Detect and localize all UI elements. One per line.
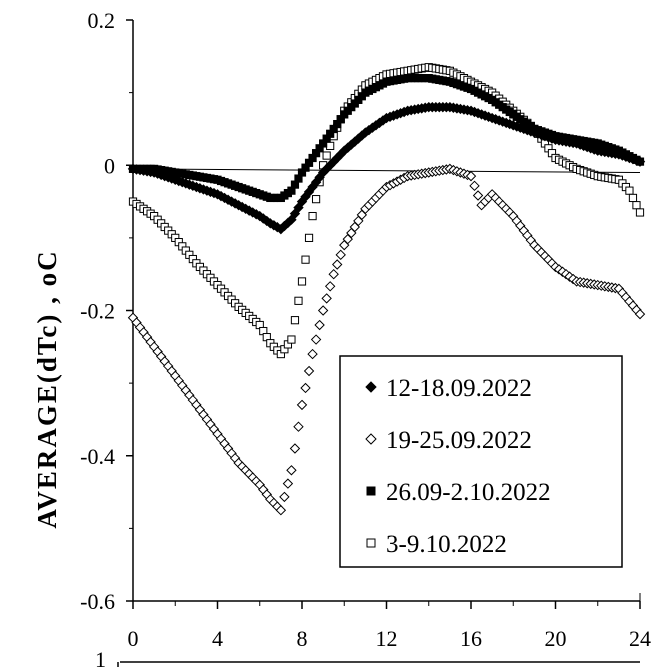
x-tick-label: 12: [376, 626, 398, 651]
data-point: [332, 259, 343, 270]
x-tick-label: 8: [297, 626, 308, 651]
data-point: [275, 505, 287, 516]
data-point: [287, 335, 296, 344]
data-point: [297, 277, 307, 286]
data-point: [328, 268, 339, 280]
lower-chart-fragment: 1: [95, 647, 640, 667]
data-point: [307, 348, 318, 360]
legend-marker: [366, 486, 376, 496]
data-point: [301, 255, 310, 264]
y-tick-label: -0.6: [80, 589, 115, 614]
legend-label: 26.09-2.10.2022: [386, 479, 551, 506]
series-1: [127, 163, 646, 516]
axis-ticks: 0.2 0 -0.2 -0.4 -0.6 0 4 8 12 16 20 24: [80, 8, 651, 651]
series-2: [128, 74, 645, 203]
data-point: [472, 190, 484, 201]
data-point: [635, 157, 645, 166]
x-tick-label: 0: [128, 626, 139, 651]
data-point: [465, 170, 477, 182]
data-point: [322, 151, 331, 160]
y-tick-label: -0.4: [80, 444, 115, 469]
data-point: [335, 249, 346, 261]
reference-line-group: [132, 168, 641, 174]
legend-label: 19-25.09.2022: [386, 427, 532, 454]
data-point: [635, 208, 645, 217]
data-point: [289, 443, 301, 454]
data-point: [290, 316, 300, 325]
data-point: [321, 293, 332, 304]
data-point: [303, 365, 315, 377]
reference-line: [132, 168, 641, 174]
data-point: [632, 201, 641, 210]
legend-item: 3-9.10.2022: [366, 531, 507, 558]
data-point: [634, 308, 646, 320]
data-point: [293, 421, 304, 432]
data-point: [314, 319, 325, 331]
data-point: [625, 186, 634, 195]
data-point: [300, 382, 311, 394]
data-point: [279, 491, 290, 503]
legend: 12-18.09.2022 19-25.09.2022 26.09-2.10.202…: [339, 355, 623, 568]
data-point: [311, 195, 321, 204]
data-point: [310, 334, 322, 345]
data-point: [317, 305, 329, 316]
y-tick-label: 0.2: [88, 8, 116, 33]
x-tick-label: 16: [460, 626, 482, 651]
legend-label: 12-18.09.2022: [386, 375, 532, 402]
legend-marker: [366, 538, 376, 548]
data-point: [308, 211, 317, 221]
data-marks: [127, 63, 646, 516]
legend-item: 19-25.09.2022: [365, 427, 532, 454]
y-axis-label: AVERAGE(dTc) , oC: [32, 249, 62, 528]
legend-item: 12-18.09.2022: [365, 375, 532, 402]
legend-marker: [365, 433, 377, 445]
data-point: [296, 399, 308, 411]
y-tick-label: 0: [104, 153, 115, 178]
legend-box: [339, 355, 623, 568]
x-tick-label: 24: [629, 626, 651, 651]
data-point: [286, 465, 297, 476]
lower-chart-y-tick: 1: [95, 647, 106, 667]
y-tick-label: -0.2: [80, 299, 115, 324]
data-point: [326, 141, 335, 150]
legend-label: 3-9.10.2022: [386, 531, 507, 558]
data-point: [628, 193, 638, 203]
data-point: [469, 180, 480, 192]
data-point: [282, 478, 294, 489]
data-point: [294, 296, 303, 305]
data-point: [324, 281, 336, 292]
legend-item: 26.09-2.10.2022: [366, 479, 551, 506]
series-3: [128, 63, 645, 359]
x-tick-label: 20: [545, 626, 567, 651]
x-tick-label: 4: [212, 626, 223, 651]
legend-marker: [365, 381, 377, 393]
data-point: [304, 233, 314, 242]
